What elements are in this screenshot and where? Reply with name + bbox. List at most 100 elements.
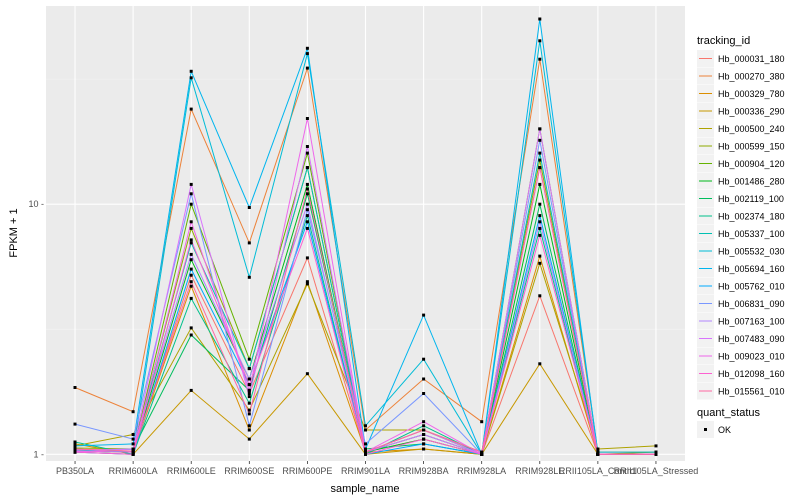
- data-point: [538, 294, 542, 298]
- data-point: [364, 447, 367, 451]
- data-point: [305, 214, 309, 218]
- data-point: [189, 252, 193, 256]
- data-point: [596, 450, 600, 454]
- y-tick-label: 1 -: [33, 449, 44, 459]
- data-point: [305, 202, 309, 206]
- data-point: [189, 107, 193, 111]
- x-tick-label: RRIM600LE: [167, 466, 216, 476]
- shape-legend-title: quant_status: [697, 407, 760, 419]
- data-point: [364, 424, 367, 428]
- data-point: [247, 408, 251, 412]
- data-point: [538, 182, 542, 186]
- data-point: [189, 238, 193, 242]
- x-tick-label: RRIM600SE: [224, 466, 274, 476]
- data-point: [305, 256, 309, 260]
- data-point: [538, 202, 542, 206]
- data-point: [538, 261, 542, 265]
- data-point: [364, 450, 367, 454]
- data-point: [131, 410, 135, 414]
- data-point: [73, 442, 77, 446]
- data-point: [422, 313, 426, 317]
- data-point: [189, 284, 193, 288]
- data-point: [189, 69, 193, 73]
- data-point: [305, 46, 309, 50]
- data-point: [73, 447, 77, 451]
- data-point: [73, 450, 77, 454]
- data-point: [422, 357, 426, 361]
- legend-label: Hb_000329_780: [718, 89, 785, 99]
- legend-label: Hb_000270_380: [718, 72, 785, 82]
- data-point: [305, 151, 309, 155]
- data-point: [422, 428, 426, 432]
- data-point: [189, 267, 193, 271]
- shape-legend-symbol: [704, 428, 707, 431]
- x-tick-label: PB350LA: [56, 466, 94, 476]
- data-point: [305, 145, 309, 148]
- data-point: [131, 433, 135, 436]
- data-point: [73, 386, 77, 389]
- data-point: [538, 138, 542, 142]
- data-point: [305, 182, 309, 186]
- data-point: [305, 280, 309, 284]
- data-point: [480, 452, 484, 456]
- data-point: [247, 241, 251, 245]
- series-points: [73, 17, 658, 456]
- data-point: [538, 233, 542, 237]
- y-axis: 1 - 10 -: [28, 199, 44, 459]
- shape-legend-label: OK: [718, 425, 731, 435]
- legend: tracking_id Hb_000031_180 Hb_000270_380 Hb…: [697, 35, 785, 438]
- data-point: [538, 166, 542, 170]
- x-tick-label: RRII105LA_Control: [559, 466, 637, 476]
- data-point: [305, 187, 309, 191]
- data-point: [422, 424, 426, 428]
- shape-legend-items: OK: [697, 421, 731, 438]
- data-point: [131, 437, 135, 441]
- data-point: [422, 442, 426, 446]
- data-point: [247, 392, 251, 395]
- data-point: [538, 57, 542, 61]
- y-axis-title: FPKM + 1: [8, 208, 20, 257]
- data-point: [73, 444, 77, 448]
- data-point: [189, 273, 193, 277]
- data-point: [305, 220, 309, 224]
- legend-label: Hb_000336_290: [718, 107, 785, 117]
- data-point: [305, 117, 309, 120]
- data-point: [422, 420, 426, 424]
- data-point: [538, 127, 542, 131]
- data-point: [654, 450, 658, 454]
- data-point: [538, 362, 542, 366]
- legend-title: tracking_id: [697, 35, 750, 47]
- x-tick-label: RRIM928LE: [515, 466, 564, 476]
- data-point: [305, 282, 309, 286]
- data-point: [305, 166, 309, 170]
- data-point: [189, 76, 193, 80]
- legend-label: Hb_005337_100: [718, 229, 785, 239]
- data-point: [538, 254, 542, 258]
- data-point: [247, 412, 251, 416]
- data-point: [247, 275, 251, 279]
- data-point: [538, 214, 542, 218]
- legend-label: Hb_012098_160: [718, 369, 785, 379]
- data-point: [247, 395, 251, 399]
- legend-label: Hb_005532_030: [718, 247, 785, 257]
- data-point: [422, 433, 426, 436]
- data-point: [73, 440, 77, 444]
- data-point: [247, 383, 251, 387]
- data-point: [247, 428, 251, 432]
- legend-label: Hb_000031_180: [718, 54, 785, 64]
- data-point: [189, 333, 193, 337]
- legend-label: Hb_000599_150: [718, 142, 785, 152]
- data-point: [189, 388, 193, 392]
- data-point: [189, 296, 193, 300]
- x-tick-label: RRIM600LA: [109, 466, 158, 476]
- data-point: [596, 452, 600, 456]
- data-point: [654, 452, 658, 456]
- data-point: [422, 392, 426, 395]
- data-point: [247, 424, 251, 428]
- data-point: [422, 447, 426, 451]
- legend-label: Hb_002119_100: [718, 194, 784, 204]
- legend-label: Hb_007483_090: [718, 334, 785, 344]
- data-point: [247, 357, 251, 361]
- data-point: [189, 241, 193, 245]
